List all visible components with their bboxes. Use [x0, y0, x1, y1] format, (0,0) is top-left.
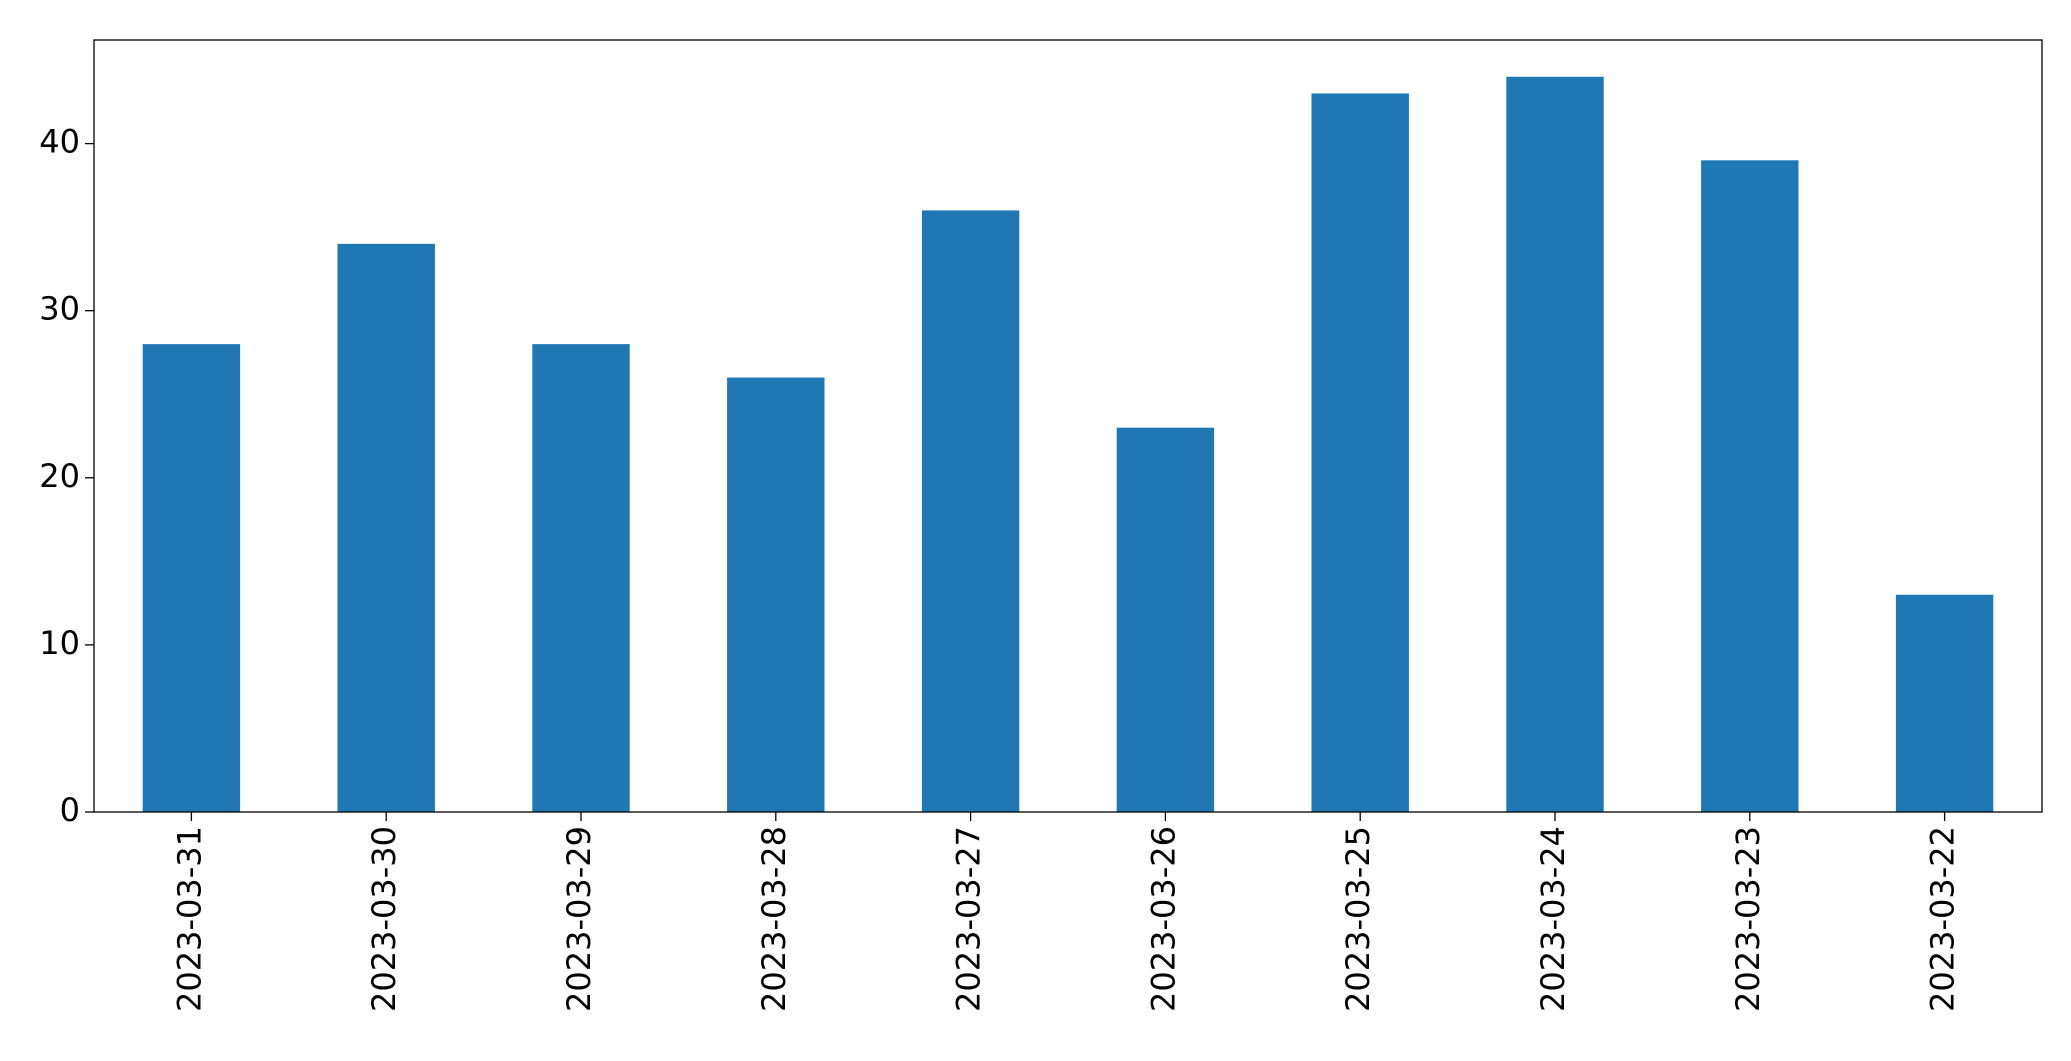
- x-tick-label: 2023-03-29: [560, 826, 598, 1012]
- x-tick-label: 2023-03-31: [170, 826, 208, 1012]
- bar: [142, 344, 241, 812]
- x-tick-label: 2023-03-30: [365, 826, 403, 1012]
- y-tick-label: 30: [39, 290, 80, 328]
- bar: [337, 243, 435, 813]
- x-tick-label: 2023-03-28: [755, 826, 793, 1012]
- bar: [1701, 160, 1799, 812]
- x-tick-label: 2023-03-27: [950, 826, 988, 1012]
- y-tick-label: 40: [39, 123, 80, 161]
- bar: [532, 344, 630, 812]
- x-tick-label: 2023-03-25: [1339, 826, 1377, 1012]
- bar: [1895, 594, 1994, 812]
- bar: [1506, 76, 1604, 812]
- y-tick-label: 20: [39, 457, 80, 495]
- bar: [1311, 93, 1409, 812]
- x-tick-label: 2023-03-23: [1729, 826, 1767, 1012]
- y-tick-label: 0: [60, 791, 80, 829]
- bar: [1116, 427, 1215, 812]
- y-tick-label: 10: [39, 624, 80, 662]
- bar: [727, 377, 825, 812]
- x-tick-label: 2023-03-22: [1924, 826, 1962, 1012]
- plot-frame: [93, 39, 2043, 813]
- x-tick-label: 2023-03-24: [1534, 826, 1572, 1012]
- bar: [921, 210, 1020, 813]
- x-tick-label: 2023-03-26: [1144, 826, 1182, 1012]
